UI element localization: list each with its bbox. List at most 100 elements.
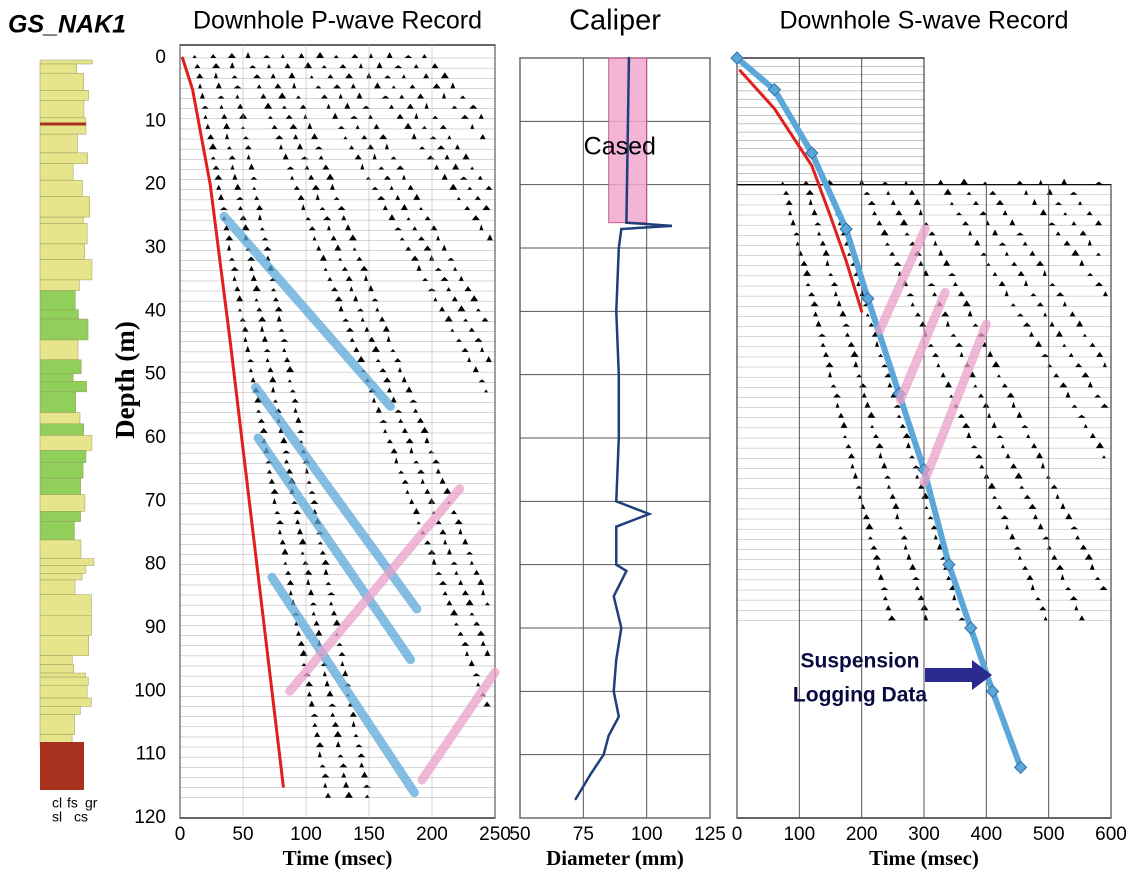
litho-legend: cs [74,809,88,825]
annotation: Logging Data [793,684,927,707]
trace-wiggle [201,102,478,109]
trace-wiggle [872,553,1093,560]
trace-wiggle [205,122,475,129]
y-tick-label: 60 [145,427,166,448]
litho-bed [39,697,92,707]
litho-bed [39,684,88,699]
trace-wiggle [830,381,1093,388]
litho-bed [39,714,75,735]
litho-bed [39,423,84,436]
trace-wiggle [855,482,1058,489]
litho-bed [39,664,74,674]
series-line [253,433,416,665]
litho-legend: cl [52,795,62,811]
litho-bed [39,676,89,686]
trace-wiggle [887,614,1085,621]
trace-wiggle [216,183,493,190]
trace-wiggle [236,295,479,302]
trace-wiggle [305,680,481,687]
series-line [251,382,422,614]
trace-wiggle [196,72,449,79]
trace-wiggle [323,781,371,788]
trace-wiggle [875,563,1095,570]
litho-bed [39,163,74,181]
litho-bed [39,133,78,154]
trace-wiggle [214,173,483,180]
litho-bed [39,511,81,522]
series-line [181,56,285,788]
y-tick-label: 70 [145,490,166,511]
region-label: Cased [584,133,656,161]
annotation: Suspension [800,650,919,673]
trace-wiggle [865,523,1079,530]
y-tick-label: 80 [145,554,166,575]
trace-wiggle [208,143,460,150]
litho-bed [39,521,75,541]
y-tick-label: 0 [155,47,166,68]
litho-bed [39,373,74,382]
trace-wiggle [219,204,491,210]
trace-wiggle [306,690,486,697]
data-point [942,557,956,572]
plot-area [179,44,500,819]
trace-wiggle [840,421,1088,428]
litho-bed [39,706,81,715]
litho-bed [39,279,80,291]
trace-wiggle [798,249,1101,256]
trace-wiggle [845,442,1104,449]
trace-wiggle [325,791,370,798]
x-tick-label: 75 [573,824,594,845]
trace-wiggle [225,234,493,241]
series-line [875,224,930,335]
trace-wiggle [254,396,418,403]
trace-wiggle [805,280,1104,286]
trace-wiggle [308,700,491,707]
trace-wiggle [252,386,489,393]
trace-wiggle [790,219,1103,226]
litho-bed [39,152,88,164]
trace-wiggle [241,325,475,332]
trace-wiggle [818,330,1087,337]
trace-wiggle [266,467,441,474]
lithology-column [39,59,95,790]
litho-bed [39,309,79,320]
trace-wiggle [312,720,356,727]
data-point [805,146,819,160]
litho-bed [39,72,84,91]
panel-title: Caliper [569,5,661,37]
trace-wiggle [263,447,435,454]
trace-wiggle [783,188,1078,195]
litho-bed [39,381,87,393]
litho-bed [39,614,92,636]
trace-wiggle [795,239,1092,246]
plot-area [519,56,711,819]
series-line [919,319,991,487]
data-point [1013,760,1028,775]
trace-wiggle [850,462,1045,469]
y-tick-label: 40 [145,300,166,321]
trace-wiggle [203,112,484,119]
trace-wiggle [245,345,485,352]
series-line [895,287,950,405]
litho-bed [39,412,81,425]
trace-wiggle [837,411,1086,418]
trace-wiggle [820,340,1096,347]
y-tick-label: 10 [145,110,166,131]
litho-bed [39,558,95,566]
litho-bed [39,339,79,360]
trace-wiggle [870,543,1087,550]
trace-wiggle [315,741,363,748]
trace-wiggle [283,558,474,565]
x-axis-label: Time (msec) [869,846,979,870]
trace-wiggle [297,639,486,646]
trace-wiggle [788,209,1093,216]
series-line [417,667,500,785]
litho-bed [39,565,87,574]
litho-bed [39,179,83,197]
y-tick-label: 120 [134,807,166,828]
x-tick-label: 0 [175,824,186,845]
x-tick-label: 600 [1095,824,1127,845]
trace-wiggle [290,599,490,606]
litho-legend: fs [67,795,78,811]
trace-wiggle [221,214,480,221]
